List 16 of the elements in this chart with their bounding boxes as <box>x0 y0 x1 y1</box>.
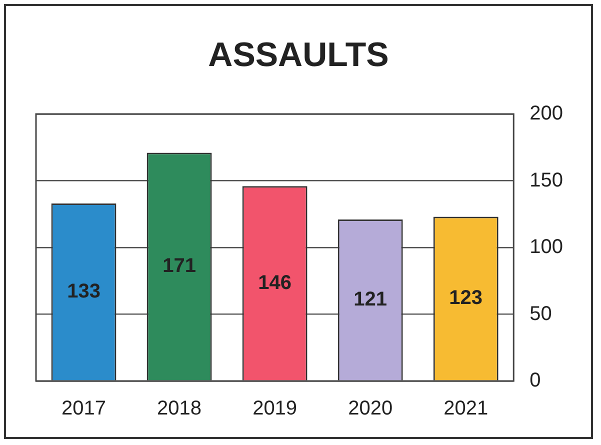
data-label: 146 <box>258 272 292 294</box>
data-label: 121 <box>354 288 388 310</box>
x-tick-label: 2020 <box>348 398 393 420</box>
data-label: 123 <box>449 287 483 310</box>
y-tick-label: 200 <box>530 102 564 125</box>
y-tick-label: 50 <box>530 302 552 325</box>
chart-title: ASSAULTS <box>207 36 390 75</box>
x-tick-label: 2017 <box>62 398 106 420</box>
y-tick-label: 0 <box>530 370 541 392</box>
y-tick-label: 100 <box>530 236 564 258</box>
y-tick-label: 150 <box>530 169 564 192</box>
data-label: 171 <box>162 255 196 278</box>
data-label: 133 <box>67 280 100 302</box>
x-tick-label: 2018 <box>157 398 202 420</box>
x-tick-label: 2021 <box>444 398 488 420</box>
x-tick-label: 2019 <box>252 398 298 420</box>
